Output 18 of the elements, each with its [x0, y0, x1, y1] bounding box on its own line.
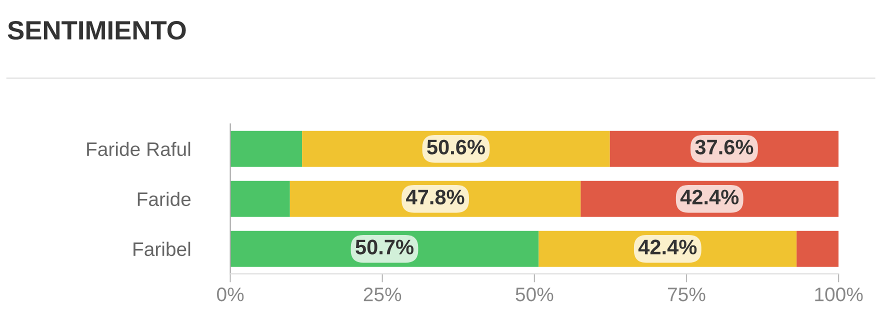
data-label: 47.8% — [406, 190, 464, 204]
data-label: 42.4% — [680, 190, 739, 204]
x-tick-label: 0% — [217, 288, 244, 302]
bar — [230, 180, 290, 217]
x-tick-label: 50% — [516, 288, 554, 302]
data-label: 50.7% — [356, 240, 414, 254]
y-tick-label: Faride Raful — [87, 142, 190, 156]
x-tick-label: 100% — [815, 288, 863, 302]
y-tick-label: Faribel — [134, 242, 190, 256]
y-tick-label: Faride — [138, 192, 191, 206]
data-label: 37.6% — [695, 140, 754, 154]
x-tick-label: 25% — [364, 288, 402, 302]
data-label: 50.6% — [427, 140, 485, 154]
x-tick-label: 75% — [668, 288, 706, 302]
bar — [230, 130, 302, 167]
chart-title: SENTIMIENTO — [8, 20, 186, 40]
bar — [796, 230, 839, 267]
data-label: 42.4% — [638, 240, 697, 254]
